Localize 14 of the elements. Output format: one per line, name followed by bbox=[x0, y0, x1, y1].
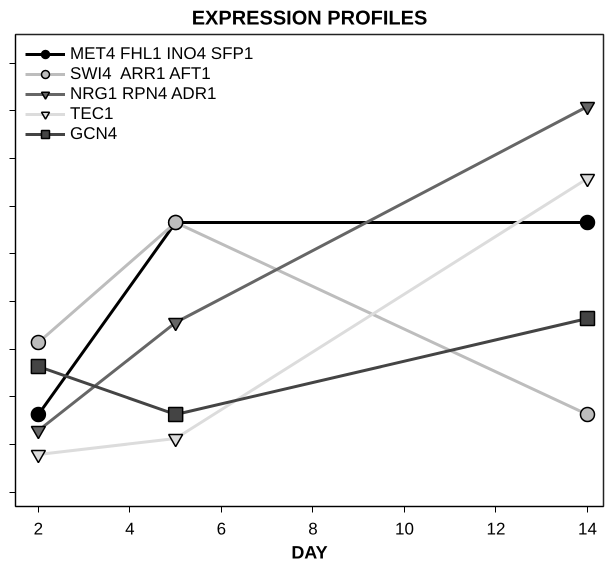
legend-label: NRG1 RPN4 ADR1 bbox=[70, 84, 216, 104]
legend-label: SWI4 ARR1 AFT1 bbox=[70, 64, 211, 84]
x-tick-label: 8 bbox=[308, 520, 318, 538]
x-tick-label: 12 bbox=[486, 520, 506, 538]
x-tick-label: 2 bbox=[34, 520, 44, 538]
chart-title: EXPRESSION PROFILES bbox=[192, 8, 428, 30]
x-tick-label: 4 bbox=[125, 520, 135, 538]
legend-label: GCN4 bbox=[70, 124, 118, 144]
x-tick-label: 6 bbox=[216, 520, 226, 538]
x-axis-title: DAY bbox=[291, 542, 328, 562]
legend-label: TEC1 bbox=[70, 104, 114, 124]
x-tick-label: 10 bbox=[394, 520, 414, 538]
legend-label: MET4 FHL1 INO4 SFP1 bbox=[70, 44, 254, 64]
x-tick-label: 14 bbox=[578, 520, 597, 538]
